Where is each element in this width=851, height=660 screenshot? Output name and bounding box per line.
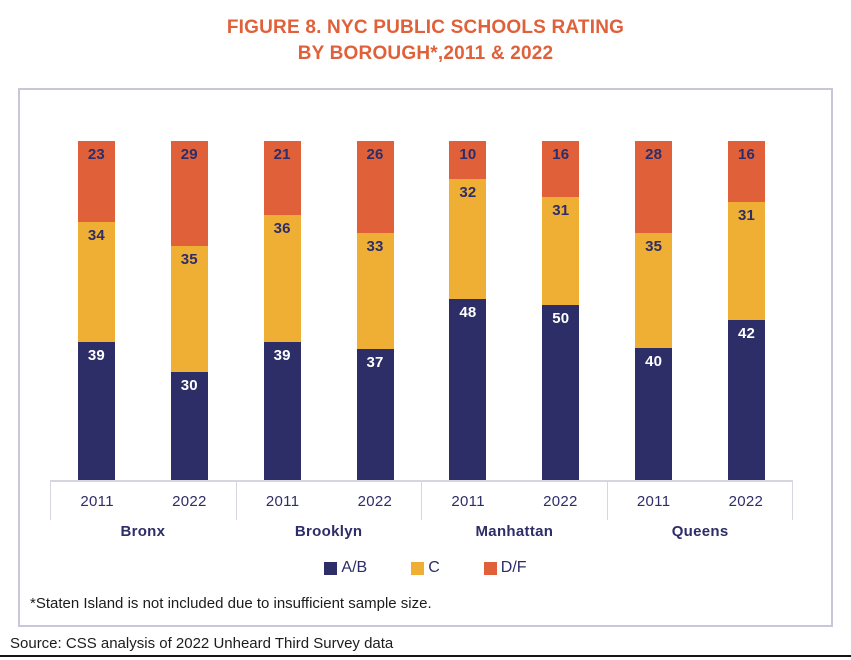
segment-value-label: 35 <box>645 238 663 256</box>
bar-segment-a-b: 50 <box>542 305 580 480</box>
borough-label-manhattan: Manhattan <box>475 523 554 540</box>
bar-segment-d-f: 28 <box>635 141 673 234</box>
segment-value-label: 48 <box>459 304 477 322</box>
bar-segment-a-b: 30 <box>170 371 208 480</box>
bar-segment-d-f: 26 <box>356 141 394 233</box>
segment-value-label: 32 <box>459 183 477 201</box>
segment-value-label: 50 <box>552 310 570 328</box>
year-cell-manhattan: 2011 2022 <box>421 482 607 520</box>
year-label: 2011 <box>636 492 671 510</box>
legend-swatch-icon <box>411 561 425 575</box>
year-cell-queens: 2011 2022 <box>606 482 793 520</box>
legend-label: C <box>428 559 440 576</box>
legend-item-c: C <box>411 559 440 577</box>
bar-group-bronx: 39 34 23 30 35 29 <box>50 90 236 480</box>
year-label: 2011 <box>265 492 300 510</box>
segment-value-label: 16 <box>552 146 570 164</box>
segment-value-label: 42 <box>738 325 756 343</box>
bar-segment-c: 33 <box>356 232 394 350</box>
bar-segment-c: 32 <box>449 178 487 300</box>
segment-value-label: 23 <box>87 146 105 163</box>
figure-title-line-2: BY BOROUGH*,2011 & 2022 <box>297 43 554 64</box>
stacked-bar-brooklyn-2011: 39 36 21 <box>263 141 301 480</box>
year-label: 2022 <box>728 492 764 510</box>
segment-value-label: 29 <box>180 146 198 164</box>
bar-segment-a-b: 39 <box>77 342 115 480</box>
legend-item-d-f: D/F <box>483 559 527 577</box>
segment-value-label: 40 <box>645 353 663 371</box>
bar-segment-c: 36 <box>263 215 301 343</box>
segment-value-label: 39 <box>273 347 291 365</box>
figure-title: FIGURE 8. NYC PUBLIC SCHOOLS RATING BY B… <box>0 0 851 88</box>
segment-value-label: 33 <box>366 237 384 255</box>
stacked-bar-queens-2022: 42 31 16 <box>728 141 766 480</box>
year-label: 2022 <box>357 492 393 510</box>
stacked-bar-brooklyn-2022: 37 33 26 <box>356 141 394 480</box>
bar-segment-c: 31 <box>728 201 766 321</box>
chart-footnote: *Staten Island is not included due to in… <box>30 595 432 612</box>
bar-segment-d-f: 16 <box>542 141 580 197</box>
segment-value-label: 31 <box>552 201 570 219</box>
segment-value-label: 28 <box>645 146 663 164</box>
stacked-bar-manhattan-2011: 48 32 10 <box>449 141 487 480</box>
borough-label-bronx: Bronx <box>120 523 166 540</box>
bar-segment-c: 31 <box>542 196 580 306</box>
bar-group-queens: 40 35 28 42 31 16 <box>607 90 793 480</box>
bar-segment-c: 35 <box>635 233 673 349</box>
segment-value-label: 26 <box>366 146 384 163</box>
bar-segment-a-b: 42 <box>728 320 766 480</box>
stacked-bar-manhattan-2022: 50 31 16 <box>542 141 580 480</box>
bar-segment-a-b: 39 <box>263 342 301 480</box>
segment-value-label: 21 <box>273 146 291 163</box>
segment-value-label: 10 <box>459 146 477 164</box>
source-note: Source: CSS analysis of 2022 Unheard Thi… <box>10 635 394 652</box>
borough-label-brooklyn: Brooklyn <box>294 523 363 540</box>
bar-segment-d-f: 16 <box>728 141 766 202</box>
stacked-bar-queens-2011: 40 35 28 <box>635 141 673 480</box>
bar-group-manhattan: 48 32 10 50 31 16 <box>422 90 608 480</box>
bar-segment-c: 35 <box>170 245 208 372</box>
segment-value-label: 31 <box>738 206 756 224</box>
segment-value-label: 39 <box>87 347 105 365</box>
year-label: 2022 <box>543 492 578 510</box>
segment-value-label: 34 <box>87 227 105 245</box>
borough-label-queens: Queens <box>671 523 729 540</box>
year-cell-brooklyn: 2011 2022 <box>235 482 422 520</box>
bar-group-brooklyn: 39 36 21 37 33 26 <box>236 90 422 480</box>
segment-value-label: 30 <box>180 376 198 394</box>
year-label: 2011 <box>80 492 114 510</box>
bottom-divider <box>0 655 851 657</box>
bar-segment-a-b: 48 <box>449 299 487 480</box>
legend-item-a-b: A/B <box>324 559 367 577</box>
stacked-bar-bronx-2022: 30 35 29 <box>170 141 208 480</box>
bar-segment-c: 34 <box>77 222 115 343</box>
segment-value-label: 37 <box>366 354 384 372</box>
segment-value-label: 16 <box>738 146 756 164</box>
bar-groups: 39 34 23 30 35 29 39 36 21 37 33 26 48 32 10 50 31 16 40 35… <box>50 90 793 480</box>
segment-value-label: 36 <box>273 220 291 238</box>
stacked-bar-bronx-2011: 39 34 23 <box>77 141 115 480</box>
segment-value-label: 35 <box>180 250 198 268</box>
chart-legend: A/B C D/F <box>20 557 831 579</box>
bar-segment-a-b: 40 <box>635 348 673 480</box>
year-axis-row: 2011 2022 2011 2022 2011 2022 2011 2022 <box>50 480 793 520</box>
bar-segment-d-f: 10 <box>449 141 487 179</box>
plot-area: 39 34 23 30 35 29 39 36 21 37 33 26 48 32 10 50 31 16 40 35… <box>50 90 793 548</box>
chart-frame: 39 34 23 30 35 29 39 36 21 37 33 26 48 32 10 50 31 16 40 35… <box>18 88 833 627</box>
borough-axis-row: Bronx Brooklyn Manhattan Queens <box>50 520 793 548</box>
year-label: 2022 <box>172 492 207 510</box>
bar-segment-d-f: 29 <box>170 141 208 246</box>
legend-label: A/B <box>341 559 368 576</box>
bar-segment-d-f: 21 <box>263 141 301 216</box>
bar-segment-a-b: 37 <box>356 349 394 480</box>
legend-label: D/F <box>500 559 527 576</box>
year-label: 2011 <box>451 492 485 510</box>
year-cell-bronx: 2011 2022 <box>50 482 236 520</box>
legend-swatch-icon <box>324 561 338 575</box>
legend-swatch-icon <box>483 561 497 575</box>
figure-title-line-1: FIGURE 8. NYC PUBLIC SCHOOLS RATING <box>226 17 625 38</box>
bar-segment-d-f: 23 <box>77 141 115 223</box>
